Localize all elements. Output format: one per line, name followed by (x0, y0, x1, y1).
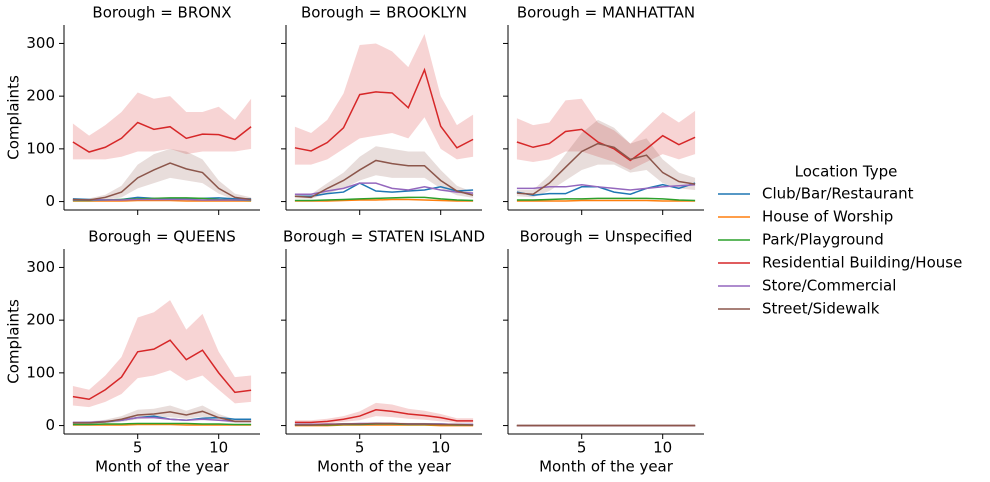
series-line (294, 198, 474, 202)
panel-title: Borough = STATEN ISLAND (283, 228, 485, 246)
legend-title: Location Type (795, 163, 898, 181)
series-line (294, 159, 474, 199)
y-axis-label: Complaints (5, 299, 23, 384)
x-tick-label: 10 (653, 439, 672, 457)
series-line (72, 423, 252, 426)
series-line (516, 197, 696, 202)
x-tick-label: 5 (133, 439, 143, 457)
series-line (516, 183, 696, 191)
y-axis-label: Complaints (5, 75, 23, 160)
series-line (294, 196, 474, 202)
confidence-band (72, 92, 252, 160)
legend-label: Club/Bar/Restaurant (762, 185, 914, 203)
confidence-band (294, 146, 474, 199)
legend-label: House of Worship (762, 208, 893, 226)
confidence-band (72, 300, 252, 408)
series-line (72, 162, 252, 201)
x-tick-label: 10 (209, 439, 228, 457)
x-axis-label: Month of the year (539, 458, 674, 476)
series-line (294, 422, 474, 426)
y-tick-label: 100 (26, 363, 55, 381)
x-tick-label: 10 (431, 439, 450, 457)
y-tick-label: 200 (26, 87, 55, 105)
series-line (516, 199, 696, 202)
series-line (72, 422, 252, 426)
y-tick-label: 0 (45, 192, 55, 210)
panel-title: Borough = Unspecified (520, 228, 693, 246)
series-line (72, 410, 252, 424)
y-tick-label: 200 (26, 311, 55, 329)
panel-title: Borough = BROOKLYN (301, 4, 467, 22)
y-tick-label: 100 (26, 139, 55, 157)
panel-title: Borough = BRONX (92, 4, 231, 22)
confidence-band (72, 148, 252, 202)
series-line (72, 198, 252, 201)
panel-title: Borough = MANHATTAN (517, 4, 695, 22)
x-axis-label: Month of the year (317, 458, 452, 476)
confidence-band (294, 402, 474, 424)
confidence-band (516, 119, 696, 198)
legend-label: Street/Sidewalk (762, 300, 880, 318)
legend-label: Store/Commercial (762, 277, 896, 295)
confidence-band (516, 98, 696, 170)
legend-label: Residential Building/House (762, 254, 962, 272)
series-line (72, 121, 252, 153)
series-line (294, 408, 474, 424)
legend-label: Park/Playground (762, 231, 884, 249)
series-line (294, 182, 474, 198)
x-axis-label: Month of the year (95, 458, 230, 476)
x-tick-label: 5 (355, 439, 365, 457)
x-tick-label: 5 (577, 439, 587, 457)
series-line (294, 182, 474, 195)
series-line (294, 67, 474, 152)
y-tick-label: 0 (45, 416, 55, 434)
series-line (516, 142, 696, 195)
panel-title: Borough = QUEENS (88, 228, 236, 246)
series-line (516, 182, 696, 196)
series-line (72, 199, 252, 202)
y-tick-label: 300 (26, 258, 55, 276)
y-tick-label: 300 (26, 34, 55, 52)
series-line (72, 339, 252, 400)
